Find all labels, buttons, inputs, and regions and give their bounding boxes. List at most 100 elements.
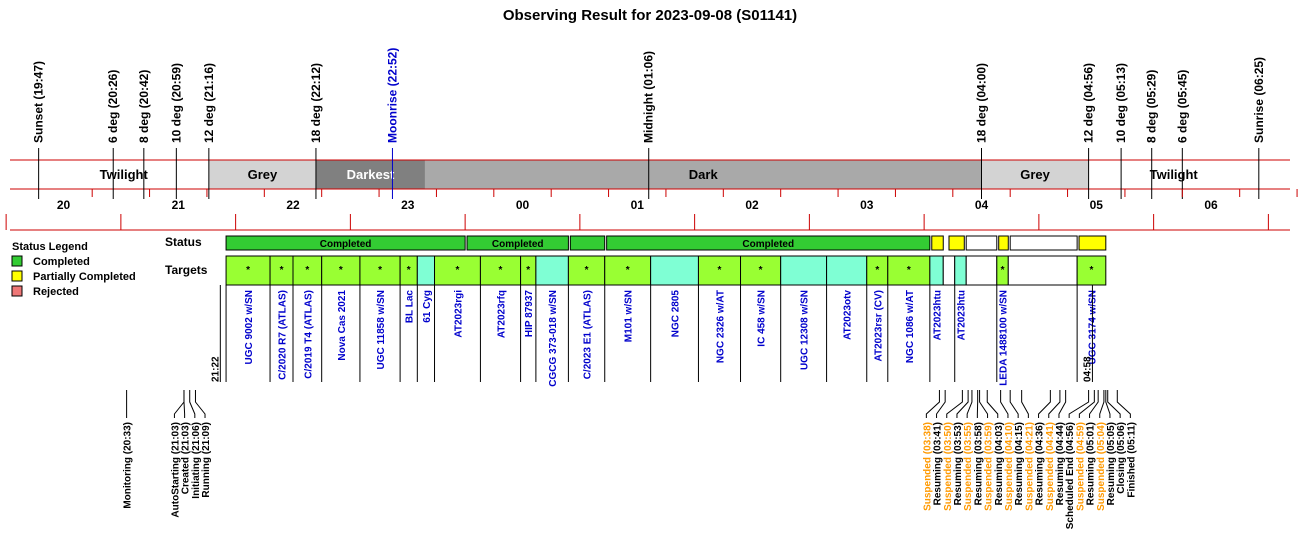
target-name: M101 w/SN [624, 290, 635, 342]
band-label: Darkest [347, 167, 395, 182]
target-name: NGC 1086 w/AT [905, 290, 916, 363]
hour-tick-label: 22 [286, 198, 300, 212]
event-connector [1107, 390, 1121, 418]
status-bar [965, 235, 998, 251]
event-label: Suspended (04:21) [1024, 422, 1035, 511]
sun-event-label: 6 deg (05:45) [1175, 70, 1189, 143]
target-name: AT2023otv [843, 290, 854, 340]
target-done-marker: * [585, 265, 589, 276]
event-label: Finished (05:11) [1126, 422, 1137, 498]
sun-event-label: 8 deg (05:29) [1145, 70, 1159, 143]
sun-event-label: 10 deg (20:59) [169, 63, 183, 143]
event-connector [1116, 390, 1131, 418]
sun-event-label: 12 deg (04:56) [1082, 63, 1096, 143]
target-done-marker: * [526, 265, 530, 276]
event-label: Monitoring (20:33) [123, 422, 134, 509]
status-row-label: Status [165, 235, 202, 249]
run-marker-label: 21:22 [210, 356, 221, 382]
status-target-rows: Status Targets Completed Completed Completed… [165, 235, 1107, 387]
target-block [604, 255, 652, 286]
hour-tick-label: 06 [1204, 198, 1218, 212]
event-connector [966, 390, 973, 418]
event-connector [979, 390, 989, 418]
event-connector [1089, 390, 1099, 418]
target-done-marker: * [718, 265, 722, 276]
legend-swatch [11, 285, 23, 297]
event-log: Monitoring (20:33) AutoStarting (21:03) Cr… [123, 390, 1137, 529]
target-done-marker: * [305, 265, 309, 276]
target-name: AT2023rgi [453, 290, 464, 338]
event-label: Running (21:09) [201, 422, 212, 498]
legend-item-label: Rejected [33, 286, 79, 298]
target-block [887, 255, 931, 286]
status-bar [1078, 235, 1107, 251]
target-name: UGC 11858 w/SN [376, 290, 387, 369]
target-name: CGCG 373-018 w/SN [548, 290, 559, 387]
target-name: AT2023htu [933, 290, 944, 340]
hour-tick-label: 01 [631, 198, 645, 212]
status-bar-label: Completed [742, 239, 794, 250]
hour-tick-label: 21 [172, 198, 186, 212]
hour-tick-label: 03 [860, 198, 874, 212]
target-name: UGC 3174 w/SN [1087, 290, 1098, 364]
event-connector [1058, 390, 1067, 418]
target-done-marker: * [759, 265, 763, 276]
legend-item-label: Partially Completed [33, 271, 136, 283]
status-bar [948, 235, 965, 251]
hour-tick-label: 05 [1090, 198, 1104, 212]
target-block [965, 255, 998, 286]
event-label: Resuming (03:41) [933, 422, 944, 505]
target-name: UGC 9002 w/SN [244, 290, 255, 364]
sun-event-label: 10 deg (05:13) [1114, 63, 1128, 143]
target-name: Nova Cas 2021 [337, 290, 348, 361]
event-connector [1009, 390, 1019, 418]
event-connector [189, 390, 196, 418]
target-done-marker: * [1001, 265, 1005, 276]
event-connector [936, 390, 946, 418]
legend-swatch [11, 255, 23, 267]
target-block [826, 255, 868, 286]
band-label: Twilight [100, 167, 149, 182]
event-label: Resuming (03:58) [973, 422, 984, 505]
target-done-marker: * [456, 265, 460, 276]
target-name: AT2023rsr (CV) [873, 290, 884, 362]
target-block [697, 255, 742, 286]
event-label: Resuming (04:44) [1055, 422, 1066, 505]
hour-tick-label: 00 [516, 198, 530, 212]
event-connector [1068, 390, 1090, 418]
target-block [942, 255, 956, 286]
target-block [359, 255, 401, 286]
event-label: Suspended (03:59) [984, 422, 995, 511]
target-done-marker: * [407, 265, 411, 276]
event-label: Suspended (04:10) [1004, 422, 1015, 511]
event-connector [183, 390, 186, 418]
event-label: Suspended (05:04) [1096, 422, 1107, 511]
timeline-band-group: Twilight Grey Darkest Dark Grey Twilight Sunse… [5, 48, 1298, 231]
target-block [292, 255, 323, 286]
target-name: LEDA 1488100 w/SN [999, 290, 1010, 386]
target-done-marker: * [875, 265, 879, 276]
band-label: Grey [248, 167, 278, 182]
target-block [780, 255, 828, 286]
event-label: Resuming (04:15) [1014, 422, 1025, 505]
target-block [954, 255, 967, 286]
event-connector [986, 390, 999, 418]
band-label: Grey [1020, 167, 1050, 182]
event-connector [194, 390, 206, 418]
band-label: Dark [689, 167, 719, 182]
event-label: Suspended (04:59) [1075, 422, 1086, 511]
band-grey [208, 160, 316, 189]
target-block [535, 255, 569, 286]
sun-event-label: Sunset (19:47) [32, 61, 46, 143]
target-name: IC 458 w/SN [757, 290, 768, 347]
status-legend: Status Legend Completed Partially Complete… [11, 241, 136, 298]
event-connector [1105, 390, 1111, 418]
sun-event-label: 8 deg (20:42) [137, 70, 151, 143]
target-name: NGC 2805 [671, 290, 682, 338]
band-darkest [315, 160, 425, 189]
event-label: AutoStarting (21:03) [170, 422, 181, 518]
target-done-marker: * [1090, 265, 1094, 276]
hour-tick-label: 20 [57, 198, 71, 212]
sun-event-label: 12 deg (21:16) [202, 63, 216, 143]
target-done-marker: * [339, 265, 343, 276]
